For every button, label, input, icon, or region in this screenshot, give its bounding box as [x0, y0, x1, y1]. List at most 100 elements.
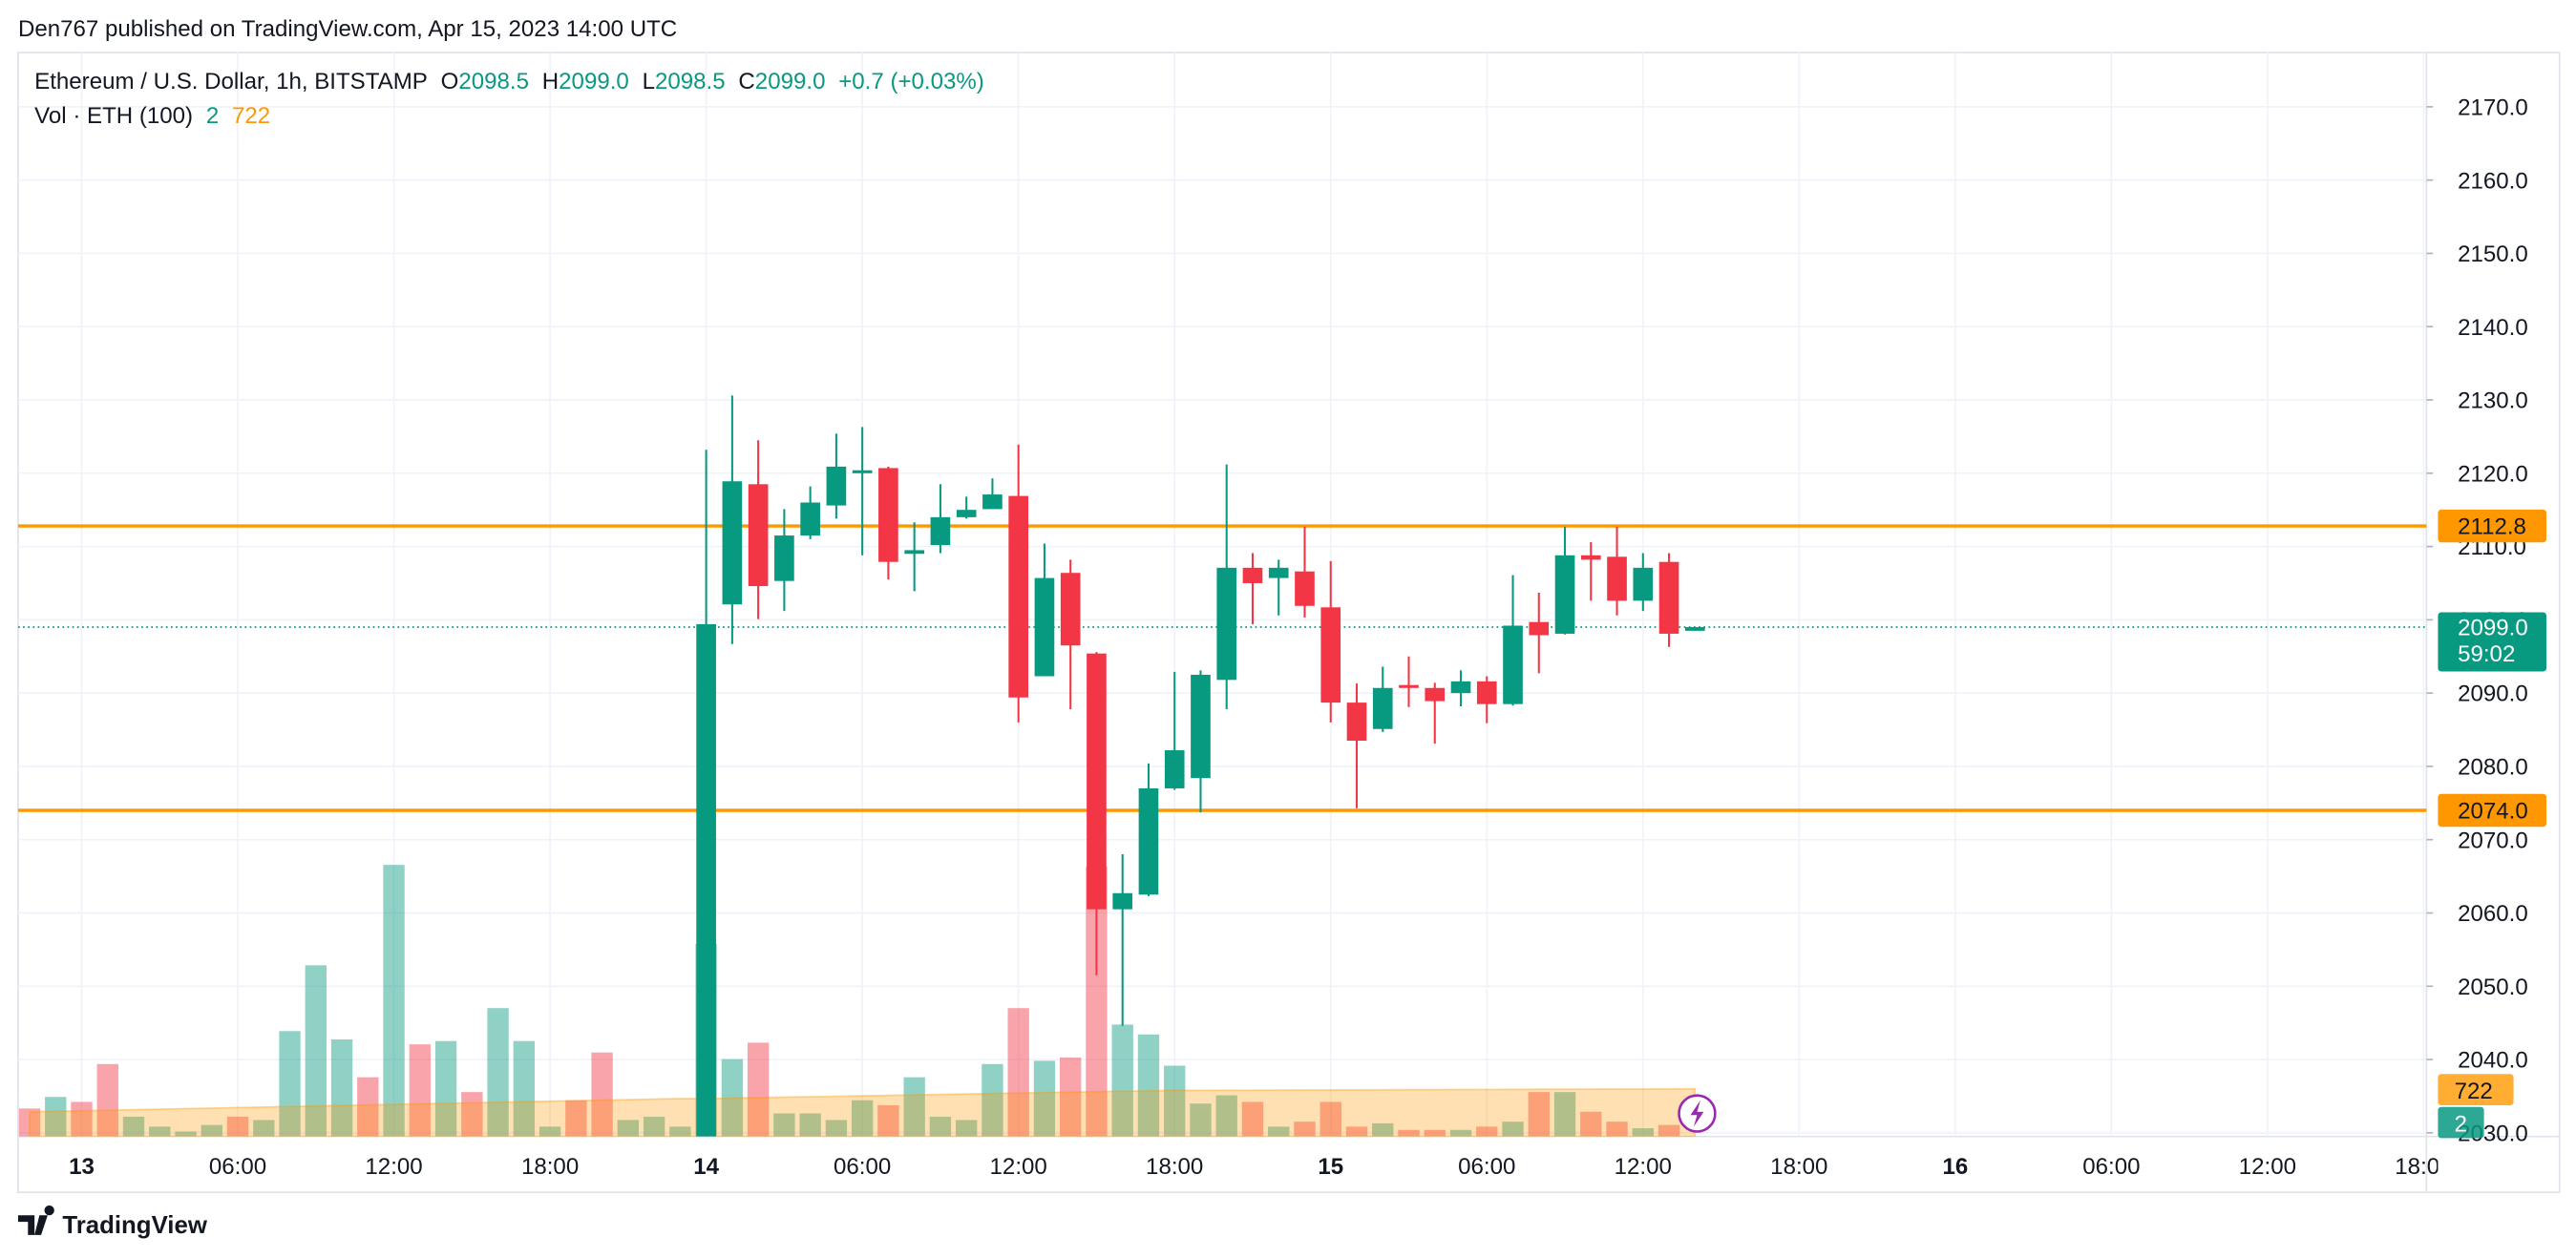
- candle-body: [1008, 495, 1029, 698]
- candle-body: [1034, 577, 1055, 677]
- volume-bar: [513, 1040, 536, 1137]
- volume-bar: [1111, 1024, 1133, 1137]
- candle-body: [1399, 684, 1419, 688]
- x-tick-label: 18:00: [1146, 1154, 1203, 1180]
- candle-body: [1164, 750, 1185, 788]
- candle-body: [1191, 674, 1211, 779]
- volume-ma-badge-label: 722: [2455, 1079, 2493, 1104]
- candle-body: [1112, 892, 1133, 910]
- candle-body: [1320, 607, 1341, 703]
- volume-bar: [955, 1120, 978, 1137]
- x-tick-label: 14: [693, 1154, 719, 1180]
- y-tick-label: 2130.0: [2458, 388, 2528, 414]
- volume-bar: [409, 1044, 432, 1137]
- volume-bar: [1060, 1057, 1082, 1137]
- volume-bar: [1502, 1122, 1524, 1137]
- volume-bar: [1268, 1126, 1290, 1137]
- volume-bar: [1294, 1122, 1316, 1137]
- candle-body: [1476, 681, 1497, 704]
- volume-bar: [1345, 1126, 1368, 1137]
- candle-body: [878, 468, 898, 562]
- volume-bar: [1137, 1034, 1160, 1137]
- candle-body: [774, 535, 794, 581]
- price-axis: 2030.02040.02050.02060.02070.02080.02090…: [2426, 94, 2546, 1146]
- volume-bar: [96, 1063, 118, 1137]
- x-tick-label: 06:00: [834, 1154, 891, 1180]
- candle-body: [1060, 573, 1081, 646]
- volume-bar: [226, 1116, 249, 1137]
- ohlc-label: H: [542, 69, 559, 94]
- volume-badge: [2438, 1106, 2484, 1139]
- x-tick-label: 15: [1318, 1154, 1343, 1180]
- candle-body: [1242, 567, 1263, 583]
- volume-bar: [1658, 1124, 1680, 1137]
- y-tick-label: 2170.0: [2458, 94, 2528, 120]
- y-tick-label: 2050.0: [2458, 975, 2528, 1000]
- x-tick-label: 16: [1942, 1154, 1968, 1180]
- candle-body: [982, 494, 1003, 510]
- candle-body: [1425, 687, 1446, 702]
- candle-body: [1346, 702, 1367, 742]
- volume-bar: [1007, 1008, 1029, 1137]
- candle-body: [1295, 571, 1315, 606]
- volume-ma-value: 722: [232, 103, 270, 129]
- x-tick-label: 12:00: [1615, 1154, 1672, 1180]
- volume-bar: [45, 1097, 67, 1137]
- ohlc-label: C: [738, 69, 754, 94]
- ohlc-label: O: [441, 69, 459, 94]
- volume-bar: [253, 1120, 275, 1137]
- x-tick-label: 06:00: [209, 1154, 266, 1180]
- volume-bar: [669, 1126, 691, 1137]
- volume-bar: [825, 1120, 848, 1137]
- volume-bar: [1553, 1092, 1576, 1137]
- ohlc-label: L: [643, 69, 655, 94]
- level-badge-label: 2112.8: [2458, 514, 2526, 540]
- volume-bar: [1606, 1122, 1628, 1137]
- chart-frame: [17, 52, 2561, 1194]
- volume-bar: [1398, 1129, 1420, 1137]
- volume-bar: [1086, 866, 1108, 1137]
- volume-legend: Vol · ETH (100) 2 722: [34, 103, 270, 129]
- candle-body: [1216, 567, 1237, 681]
- volume-bar: [877, 1104, 899, 1137]
- last-price-badge: [2438, 612, 2546, 672]
- volume-bar: [487, 1008, 509, 1137]
- volume-title: Vol · ETH (100): [34, 103, 193, 129]
- y-tick-label: 2060.0: [2458, 901, 2528, 927]
- volume-bar: [330, 1038, 353, 1137]
- candle-body: [800, 502, 820, 536]
- candle-body: [1554, 555, 1575, 634]
- candle-body: [1529, 621, 1550, 636]
- volume-bar: [1033, 1060, 1056, 1137]
- x-tick-label: 13: [69, 1154, 95, 1180]
- x-tick-label: 12:00: [2239, 1154, 2296, 1180]
- volume-bar: [1528, 1092, 1550, 1137]
- candle-body: [1658, 561, 1679, 634]
- candle-body: [1580, 555, 1601, 560]
- volume-bar: [1320, 1101, 1341, 1137]
- volume-bar: [565, 1100, 587, 1137]
- candle-body: [1633, 567, 1654, 601]
- x-tick-label: 12:00: [990, 1154, 1047, 1180]
- level-badge: [2438, 793, 2546, 828]
- plot-area: [17, 395, 2427, 1137]
- x-tick-label: 06:00: [2082, 1154, 2140, 1180]
- volume-value: 2: [206, 103, 219, 129]
- volume-bar: [1190, 1103, 1212, 1137]
- y-tick-label: 2120.0: [2458, 461, 2528, 487]
- candle-body: [956, 510, 977, 517]
- volume-bar: [617, 1120, 640, 1137]
- volume-bar: [1241, 1101, 1264, 1137]
- candle-body: [1607, 556, 1627, 601]
- candle-body: [1503, 625, 1523, 704]
- time-axis: 13 06:00 12:00 18:00 14 06:00 12:00 18:00 15 06:0…: [69, 1154, 2438, 1180]
- volume-bar: [721, 1059, 744, 1137]
- y-tick-label: 2140.0: [2458, 315, 2528, 341]
- volume-bar: [1424, 1129, 1446, 1137]
- candle-body: [826, 466, 847, 506]
- volume-bar: [305, 965, 327, 1137]
- volume-bar: [279, 1031, 301, 1137]
- volume-bar: [71, 1101, 93, 1137]
- candle-body: [1372, 687, 1393, 729]
